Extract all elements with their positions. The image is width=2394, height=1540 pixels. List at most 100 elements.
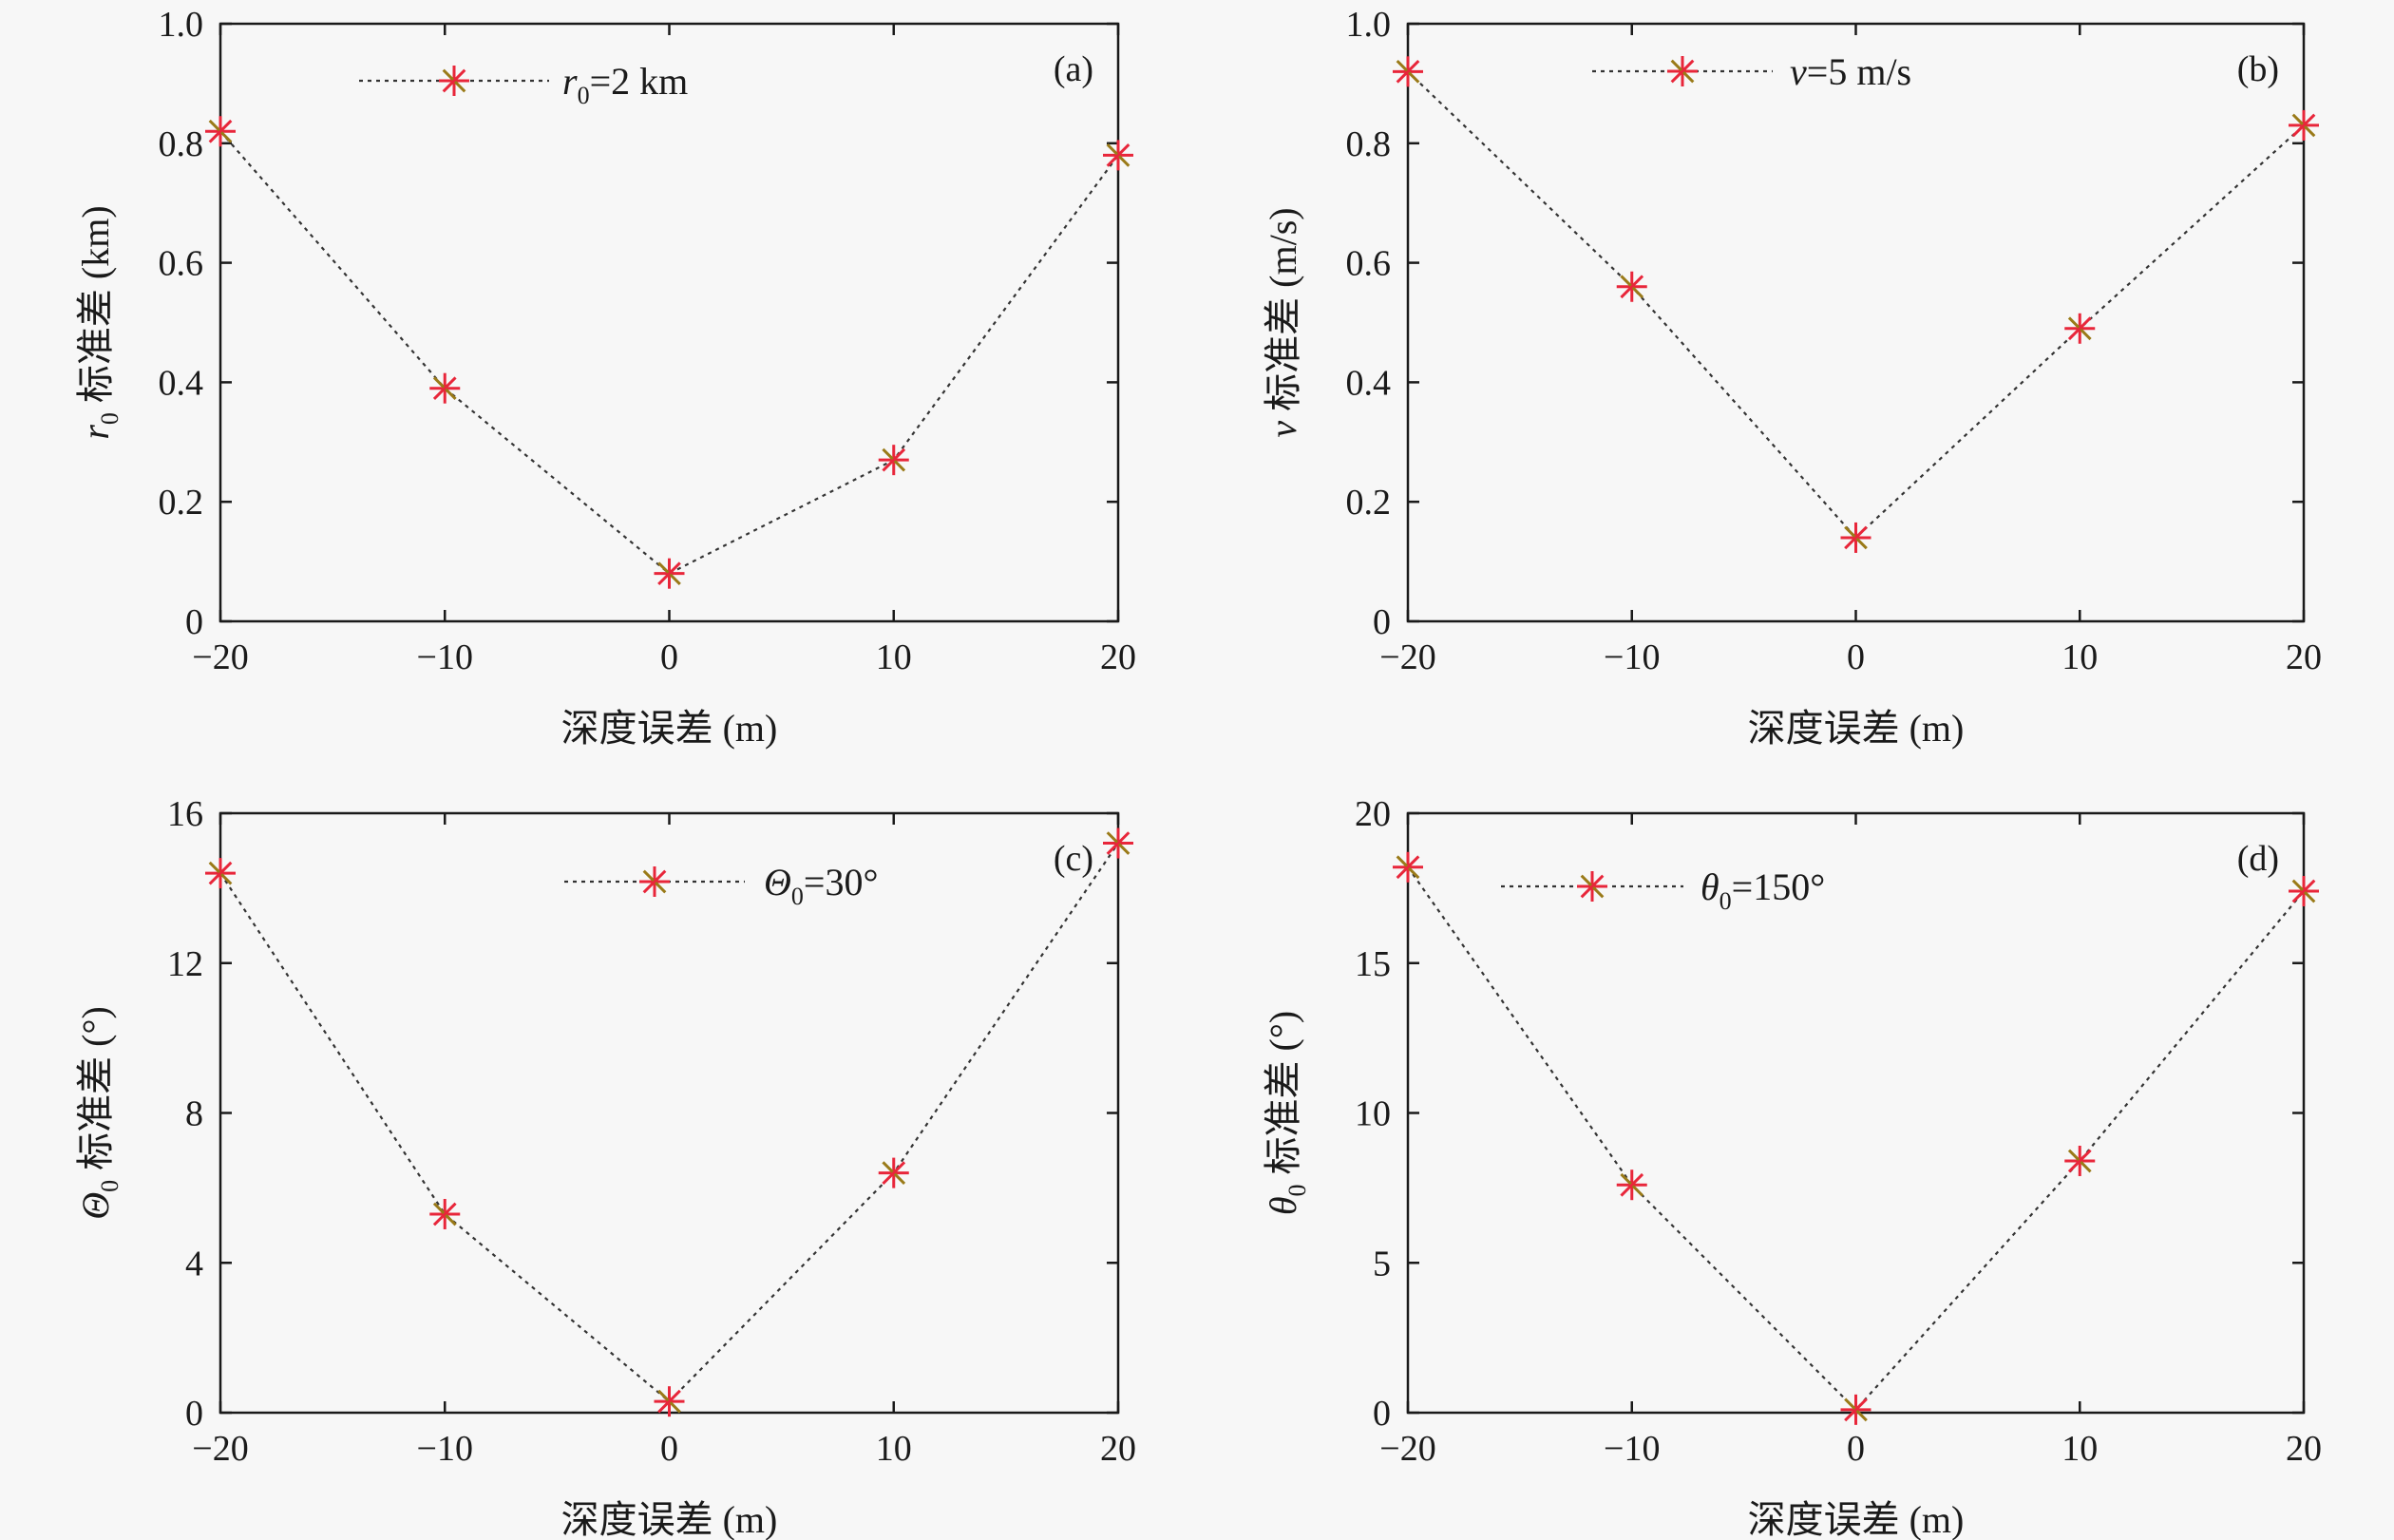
legend-marker [1577, 871, 1607, 902]
y-tick-label: 1.0 [1346, 5, 1392, 45]
y-tick-label: 0 [1373, 1394, 1391, 1434]
x-tick-label: −20 [1379, 1429, 1435, 1469]
data-point [2289, 876, 2319, 907]
data-point [1393, 56, 1423, 87]
legend-label: θ0=150° [1700, 865, 1825, 915]
y-axis-label-var: Θ [74, 1192, 117, 1220]
y-axis-label-var: θ [1262, 1196, 1304, 1215]
y-axis-label: v 标准差 (m/s) [1262, 207, 1304, 437]
data-point [1103, 140, 1133, 171]
chart-panel: −20 −10 0 10 20 0 0.2 0.4 0.6 0.8 1.0 深度误差 (m) v 标准差… [1262, 5, 2322, 750]
legend-label-rest: =5 m/s [1807, 50, 1911, 93]
y-axis-label-sub: 0 [96, 412, 124, 425]
legend-label-sub: 0 [1720, 887, 1732, 915]
x-tick-label: 20 [1100, 637, 1136, 677]
legend-label-var: r [562, 60, 578, 103]
y-tick-label: 10 [1355, 1094, 1391, 1134]
y-axis-label-rest: 标准差 (°) [1262, 1011, 1304, 1185]
legend-marker [639, 866, 670, 897]
y-axis-label: r0 标准差 (km) [74, 205, 124, 439]
y-tick-label: 4 [185, 1244, 203, 1283]
y-tick-label: 15 [1355, 944, 1391, 984]
data-point [654, 1386, 685, 1417]
legend-label-var: Θ [764, 861, 791, 903]
y-tick-label: 0.8 [159, 124, 204, 164]
y-tick-label: 0.4 [1346, 363, 1392, 403]
x-tick-label: 0 [660, 1429, 678, 1469]
legend: r0=2 km [359, 60, 688, 109]
y-axis-label-group: r0 标准差 (km) [74, 205, 124, 439]
panel-tag: (b) [2237, 49, 2279, 89]
data-point [1840, 522, 1872, 553]
y-axis-label: Θ0 标准差 (°) [74, 1006, 124, 1220]
y-tick-label: 0.2 [1346, 483, 1392, 523]
legend-label-var: v [1790, 50, 1807, 93]
x-axis-label: 深度误差 (m) [1748, 1498, 1965, 1540]
x-tick-label: 0 [1847, 637, 1865, 677]
x-tick-label: 10 [2062, 1429, 2098, 1469]
x-tick-label: 20 [1100, 1429, 1136, 1469]
data-point [2064, 313, 2096, 344]
y-axis-label-rest: 标准差 (km) [74, 205, 117, 412]
y-tick-label: 1.0 [159, 5, 204, 45]
legend: Θ0=30° [564, 861, 878, 910]
x-tick-label: 0 [660, 637, 678, 677]
y-tick-label: 16 [167, 794, 203, 834]
y-tick-label: 0.6 [159, 244, 204, 284]
legend-label-sub: 0 [791, 883, 804, 910]
y-tick-label: 12 [167, 944, 203, 984]
plot-frame [218, 811, 1120, 1415]
legend-label-var: θ [1700, 865, 1720, 908]
y-tick-label: 0 [185, 602, 203, 642]
data-point [1616, 1169, 1647, 1201]
y-tick-label: 0.2 [159, 483, 204, 523]
data-point [1103, 827, 1133, 859]
plot-frame [218, 22, 1120, 623]
panel-tag: (a) [1054, 49, 1093, 89]
x-tick-label: −20 [192, 637, 248, 677]
x-tick-label: −10 [417, 1429, 473, 1469]
x-tick-label: 20 [2286, 637, 2322, 677]
panel-tag: (d) [2237, 839, 2279, 879]
y-axis-label-group: v 标准差 (m/s) [1262, 207, 1304, 437]
legend-label: r0=2 km [562, 60, 688, 109]
x-tick-label: −10 [1604, 637, 1660, 677]
x-tick-label: −20 [1379, 637, 1435, 677]
series-line [219, 130, 1119, 575]
x-tick-label: −10 [1604, 1429, 1660, 1469]
legend-label-rest: =30° [804, 861, 879, 903]
x-tick-label: 0 [1847, 1429, 1865, 1469]
data-point [429, 372, 461, 404]
legend-label-rest: =150° [1732, 865, 1826, 908]
data-point [2064, 1145, 2096, 1176]
legend-label: v=5 m/s [1790, 50, 1911, 93]
data-point [1393, 851, 1423, 883]
x-tick-label: 10 [876, 637, 912, 677]
panel-tag: (c) [1054, 839, 1093, 879]
data-point [878, 445, 909, 476]
y-tick-label: 0.4 [159, 363, 204, 403]
legend-marker [1667, 56, 1698, 86]
data-point [429, 1198, 461, 1229]
y-tick-label: 0 [185, 1394, 203, 1434]
x-tick-label: 10 [876, 1429, 912, 1469]
data-point [205, 858, 236, 889]
x-axis-label: 深度误差 (m) [561, 707, 778, 750]
x-axis-label: 深度误差 (m) [1748, 707, 1965, 750]
legend-marker [439, 66, 469, 96]
y-axis-label-var: r [74, 425, 117, 440]
y-axis-label-rest: 标准差 (°) [74, 1006, 117, 1180]
data-point [2289, 109, 2319, 141]
data-point [878, 1157, 909, 1188]
series-line [1407, 866, 2305, 1412]
x-tick-label: 10 [2062, 637, 2098, 677]
data-point [1840, 1394, 1872, 1425]
y-tick-label: 20 [1355, 794, 1391, 834]
data-point [654, 558, 685, 589]
x-tick-label: −10 [417, 637, 473, 677]
y-tick-label: 5 [1373, 1244, 1391, 1283]
